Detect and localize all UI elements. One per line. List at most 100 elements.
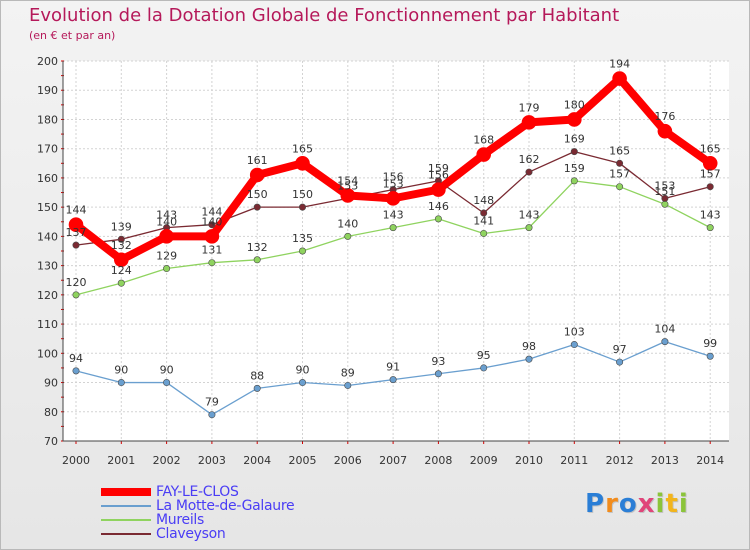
legend-swatch-mureils <box>101 519 151 521</box>
chart-subtitle: (en € et par an) <box>29 29 116 42</box>
data-point-claveyson <box>253 203 261 211</box>
data-label-mureils: 146 <box>428 200 449 213</box>
data-point-mureils <box>661 200 669 208</box>
data-label-mureils: 120 <box>66 276 87 289</box>
legend-label-mureils: Mureils <box>156 512 204 528</box>
data-label-claveyson: 162 <box>519 153 540 166</box>
data-point-claveyson <box>525 168 533 176</box>
data-point-la-motte-de-galaure <box>208 411 216 419</box>
x-tick-label: 2000 <box>62 454 90 467</box>
data-point-fay-le-clos <box>385 191 401 206</box>
x-tick-label: 2003 <box>198 454 226 467</box>
data-label-claveyson: 137 <box>66 226 87 239</box>
data-label-la-motte-de-galaure: 90 <box>296 364 310 377</box>
x-tick-label: 2009 <box>470 454 498 467</box>
legend-label-fay-le-clos: FAY-LE-CLOS <box>156 484 239 500</box>
x-tick-label: 2001 <box>107 454 135 467</box>
data-point-fay-le-clos <box>702 156 718 171</box>
data-point-fay-le-clos <box>476 147 492 162</box>
legend-item-mureils: Mureils <box>101 512 361 528</box>
data-label-mureils: 159 <box>564 162 585 175</box>
data-label-mureils: 132 <box>247 241 268 254</box>
data-label-claveyson: 150 <box>292 188 313 201</box>
data-label-claveyson: 159 <box>428 162 449 175</box>
data-point-mureils <box>298 247 306 255</box>
data-point-claveyson <box>72 241 80 249</box>
data-label-mureils: 141 <box>473 214 494 227</box>
proxiti-logo: Proxiti <box>585 489 689 519</box>
logo-letter: r <box>605 489 619 519</box>
data-point-fay-le-clos <box>340 188 356 203</box>
y-tick-label: 100 <box>37 347 58 360</box>
data-label-claveyson: 144 <box>201 206 222 219</box>
data-point-fay-le-clos <box>204 229 220 244</box>
data-label-la-motte-de-galaure: 91 <box>386 361 400 374</box>
legend-item-claveyson: Claveyson <box>101 526 361 542</box>
data-label-fay-le-clos: 154 <box>337 174 358 187</box>
data-label-fay-le-clos: 132 <box>111 239 132 252</box>
data-label-la-motte-de-galaure: 93 <box>431 355 445 368</box>
data-point-mureils <box>434 215 442 223</box>
data-point-mureils <box>117 279 125 287</box>
data-point-fay-le-clos <box>566 112 582 127</box>
data-point-la-motte-de-galaure <box>570 341 578 349</box>
y-tick-label: 170 <box>37 143 58 156</box>
data-label-fay-le-clos: 140 <box>201 215 222 228</box>
data-point-claveyson <box>117 235 125 243</box>
y-tick-label: 200 <box>37 55 58 68</box>
data-point-mureils <box>616 183 624 191</box>
y-tick-label: 160 <box>37 172 58 185</box>
data-label-mureils: 131 <box>201 244 222 257</box>
data-point-fay-le-clos <box>657 123 673 139</box>
data-label-claveyson: 157 <box>700 168 721 181</box>
data-label-la-motte-de-galaure: 95 <box>477 349 491 362</box>
y-tick-label: 80 <box>44 406 58 419</box>
data-label-la-motte-de-galaure: 79 <box>205 396 219 409</box>
y-tick-label: 90 <box>44 377 58 390</box>
x-tick-label: 2011 <box>560 454 588 467</box>
data-label-mureils: 140 <box>337 217 358 230</box>
data-point-la-motte-de-galaure <box>298 379 306 387</box>
data-label-mureils: 151 <box>654 185 675 198</box>
data-label-mureils: 129 <box>156 250 177 263</box>
data-label-fay-le-clos: 165 <box>292 142 313 155</box>
chart-legend: FAY-LE-CLOS La Motte-de-Galaure Mureils Cla… <box>101 484 361 542</box>
data-label-la-motte-de-galaure: 99 <box>703 337 717 350</box>
data-point-mureils <box>480 229 488 237</box>
data-point-la-motte-de-galaure <box>344 381 352 389</box>
logo-letter: x <box>637 489 656 519</box>
y-tick-label: 120 <box>37 289 58 302</box>
data-point-la-motte-de-galaure <box>72 367 80 375</box>
data-point-claveyson <box>661 194 669 202</box>
logo-letter: o <box>618 489 638 519</box>
logo-letter: i <box>678 489 689 519</box>
data-label-claveyson: 150 <box>247 188 268 201</box>
data-point-fay-le-clos <box>68 217 84 232</box>
data-label-claveyson: 169 <box>564 133 585 146</box>
y-tick-label: 70 <box>44 435 58 448</box>
y-tick-label: 180 <box>37 113 58 126</box>
data-point-claveyson <box>480 209 488 217</box>
data-point-claveyson <box>570 148 578 156</box>
data-point-la-motte-de-galaure <box>253 384 261 392</box>
y-tick-label: 110 <box>37 318 58 331</box>
data-label-mureils: 143 <box>700 209 721 222</box>
x-tick-label: 2005 <box>289 454 317 467</box>
logo-letter: P <box>585 489 606 519</box>
x-tick-label: 2012 <box>606 454 634 467</box>
y-tick-label: 190 <box>37 84 58 97</box>
data-label-la-motte-de-galaure: 90 <box>160 364 174 377</box>
x-tick-label: 2002 <box>153 454 181 467</box>
data-point-fay-le-clos <box>249 167 265 183</box>
data-point-la-motte-de-galaure <box>616 358 624 366</box>
data-label-fay-le-clos: 179 <box>519 101 540 114</box>
data-label-fay-le-clos: 194 <box>609 58 630 71</box>
data-label-claveyson: 139 <box>111 220 132 233</box>
x-tick-label: 2014 <box>696 454 724 467</box>
data-label-mureils: 124 <box>111 264 132 277</box>
x-tick-label: 2008 <box>424 454 452 467</box>
data-label-fay-le-clos: 180 <box>564 98 585 111</box>
data-point-claveyson <box>616 159 624 167</box>
